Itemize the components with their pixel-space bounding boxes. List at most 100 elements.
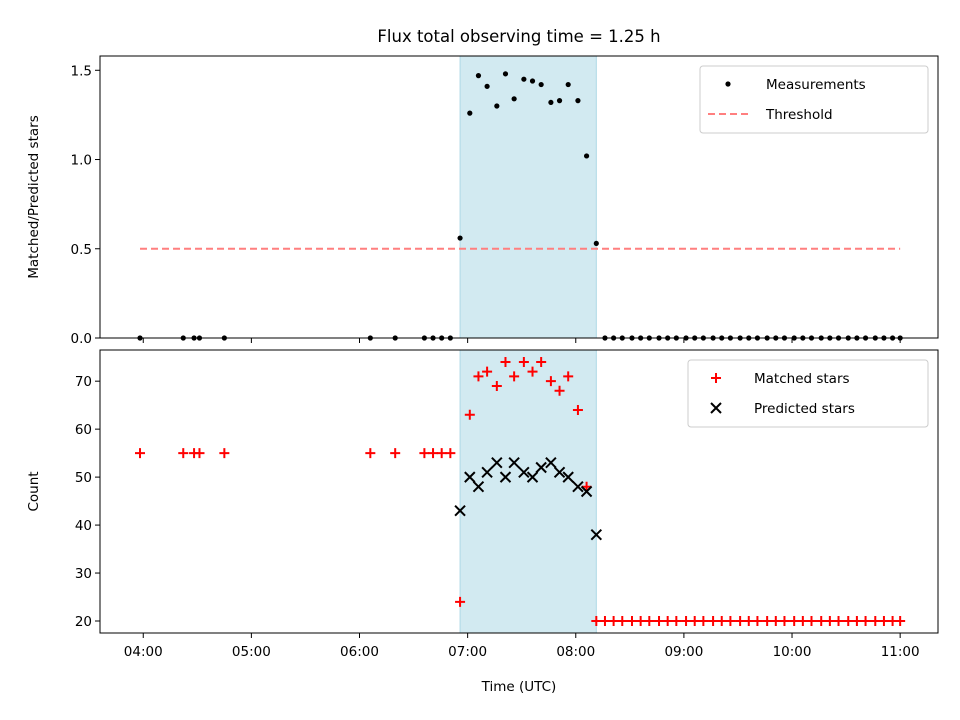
matched-star-marker: [789, 616, 800, 627]
measurement-point: [556, 98, 563, 104]
matched-star-marker: [878, 616, 889, 627]
x-tick-label: 06:00: [340, 644, 379, 660]
legend: Matched stars Predicted stars: [687, 359, 929, 428]
matched-star-marker: [752, 616, 763, 627]
matched-star-marker: [545, 376, 556, 387]
matched-star-marker: [219, 448, 230, 459]
y-tick-label: 50: [75, 470, 92, 486]
measurement-point: [457, 235, 463, 241]
predicted-star-marker: [491, 457, 503, 469]
x-tick-label: 11:00: [881, 644, 920, 660]
matched-star-marker: [689, 616, 700, 627]
top-panel-measurements: 0.0 0.5 1.0 1.5 Matched/Predicted stars Measu…: [26, 55, 939, 347]
bottom-panel-counts: 20 30 40 50 60 70 04:00 05:00 06:00 07:00 08:00 09:…: [26, 349, 939, 660]
legend-label: Matched stars: [754, 371, 850, 387]
matched-star-marker: [698, 616, 709, 627]
measurement-point: [502, 71, 509, 77]
matched-star-marker: [178, 448, 189, 459]
x-tick-label: 08:00: [556, 644, 595, 660]
y-tick-label: 30: [75, 566, 92, 582]
matched-star-marker: [194, 448, 205, 459]
matched-star-marker: [824, 616, 835, 627]
matched-star-marker: [635, 616, 646, 627]
matched-star-marker: [482, 366, 493, 377]
matched-star-marker: [735, 616, 746, 627]
predicted-star-marker: [590, 528, 603, 541]
predicted-star-marker: [464, 471, 476, 483]
matched-star-marker: [500, 356, 511, 367]
matched-star-marker: [518, 356, 529, 367]
matched-star-marker: [851, 616, 862, 627]
predicted-star-marker: [518, 466, 530, 479]
measurement-point: [511, 96, 517, 102]
matched-star-marker: [581, 481, 592, 492]
legend-measurement-marker: [725, 81, 731, 87]
matched-star-marker: [455, 596, 466, 607]
matched-star-marker: [762, 616, 773, 627]
matched-star-marker: [654, 616, 665, 627]
measurement-point: [548, 99, 554, 106]
measurement-point: [538, 81, 544, 88]
matched-star-marker: [626, 616, 637, 627]
matched-star-marker: [806, 616, 817, 627]
matched-star-marker: [870, 616, 881, 627]
y-tick-label: 1.5: [71, 63, 92, 79]
predicted-star-marker: [572, 480, 584, 493]
y-tick-label: 70: [75, 374, 92, 390]
y-tick-label: 0.5: [71, 242, 92, 258]
measurement-point: [575, 98, 581, 104]
matched-star-marker: [390, 448, 401, 459]
axes-frame: [99, 55, 939, 339]
predicted-star-marker: [499, 471, 512, 483]
matched-star-marker: [464, 409, 475, 420]
y-tick-label: 1.0: [71, 153, 92, 169]
matched-star-marker: [681, 616, 692, 627]
x-axis-label: Time (UTC): [481, 679, 557, 695]
measurement-point: [583, 153, 590, 159]
matched-star-marker: [536, 356, 547, 367]
measurement-point: [494, 103, 500, 109]
matched-star-marker: [833, 616, 844, 627]
matched-star-marker: [644, 616, 655, 627]
matched-star-marker: [491, 380, 502, 391]
matched-star-marker: [419, 448, 430, 459]
matched-star-marker: [135, 448, 146, 459]
x-tick-label: 05:00: [232, 644, 271, 660]
matched-star-marker: [572, 404, 583, 415]
measurement-point: [529, 78, 536, 84]
x-tick-label: 10:00: [773, 644, 812, 660]
predicted-star-marker: [545, 457, 557, 469]
matched-star-marker: [662, 616, 673, 627]
matched-star-marker: [445, 448, 456, 459]
matched-star-marker: [860, 616, 871, 627]
legend-box: [687, 359, 929, 428]
predicted-star-marker: [526, 471, 539, 483]
y-axis-label: Matched/Predicted stars: [26, 115, 42, 278]
matched-star-marker: [473, 371, 484, 382]
y-tick-label: 60: [75, 422, 92, 438]
matched-star-marker: [816, 616, 827, 627]
legend-label: Threshold: [765, 107, 833, 123]
matched-star-marker: [770, 616, 781, 627]
matched-star-marker: [591, 616, 602, 627]
observing-window-span: [459, 349, 597, 634]
predicted-star-marker: [481, 466, 493, 479]
matched-star-marker: [509, 371, 520, 382]
legend-predicted-marker: [710, 402, 722, 414]
matched-star-marker: [563, 371, 574, 382]
measurement-point: [565, 81, 571, 88]
matched-star-marker: [527, 366, 538, 377]
y-tick-label: 20: [75, 614, 92, 630]
chart-title: Flux total observing time = 1.25 h: [377, 27, 660, 46]
x-tick-label: 09:00: [664, 644, 703, 660]
y-tick-label: 40: [75, 518, 92, 534]
measurement-point: [475, 73, 482, 79]
matched-star-marker: [554, 385, 565, 396]
measurement-point: [484, 83, 490, 89]
predicted-star-marker: [580, 485, 593, 498]
matched-star-marker: [671, 616, 682, 627]
matched-star-marker: [608, 616, 619, 627]
matched-star-marker: [895, 616, 906, 627]
legend-label: Predicted stars: [754, 401, 855, 417]
